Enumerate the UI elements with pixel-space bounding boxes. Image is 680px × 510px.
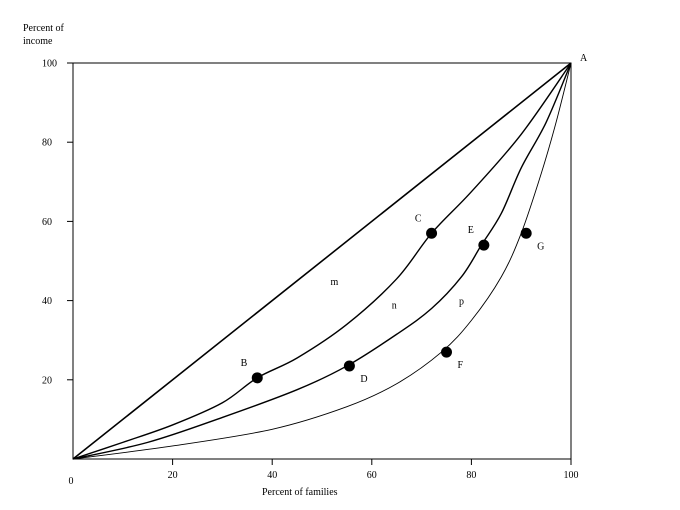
curves-layer: [72, 62, 572, 460]
point-c-marker: [426, 227, 438, 239]
annotation-p: p: [459, 297, 464, 308]
y-tick-label: 20: [42, 375, 52, 386]
point-e-marker: [478, 239, 490, 251]
point-b-marker: [251, 372, 263, 384]
point-d-marker: [343, 360, 355, 372]
y-axis-ticks: 20 40 60 80 100: [42, 59, 73, 386]
point-f-label: F: [458, 360, 464, 371]
y-axis-title-line-2: income: [23, 36, 53, 47]
x-tick-label: 60: [367, 470, 377, 481]
y-axis-title-line-1: Percent of: [23, 23, 64, 34]
x-tick-label: 100: [564, 470, 579, 481]
plot-frame: [72, 62, 572, 460]
y-tick-label: 100: [42, 59, 57, 70]
point-c-label: C: [415, 213, 422, 224]
x-tick-label: 20: [168, 470, 178, 481]
annotation-n: n: [392, 301, 397, 312]
y-tick-label: 40: [42, 296, 52, 307]
curve-3: [72, 62, 572, 460]
annotation-m: m: [331, 277, 339, 288]
x-axis-ticks: 0 20 40 60 80 100: [69, 459, 579, 487]
x-tick-label: 0: [69, 476, 74, 487]
y-axis-title: Percent of income: [23, 23, 64, 47]
annotation-a: A: [580, 53, 588, 64]
point-g-label: G: [537, 241, 544, 252]
x-tick-label: 40: [267, 470, 277, 481]
curve-2: [72, 62, 572, 460]
x-tick-label: 80: [466, 470, 476, 481]
y-tick-label: 60: [42, 217, 52, 228]
y-tick-label: 80: [42, 138, 52, 149]
point-f-marker: [441, 346, 452, 358]
x-axis-title: Percent of families: [262, 487, 338, 498]
point-b-label: B: [241, 358, 248, 369]
point-g-marker: [520, 227, 532, 239]
point-e-label: E: [468, 225, 474, 236]
curve-1: [72, 62, 572, 460]
point-d-label: D: [360, 374, 367, 385]
annotations-layer: Am n p: [331, 53, 588, 312]
points-layer: B C D E F G: [241, 213, 545, 385]
